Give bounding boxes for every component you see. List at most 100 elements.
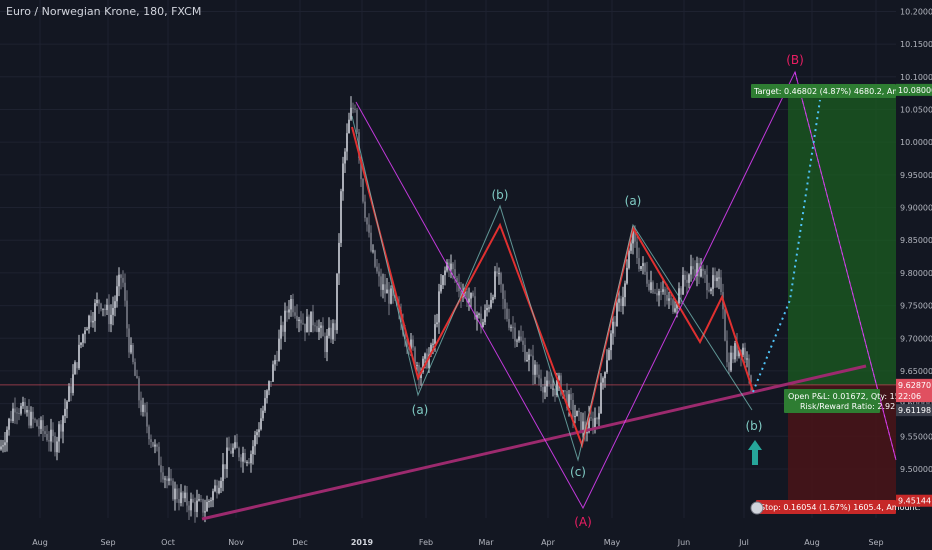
candle xyxy=(154,439,156,454)
candle-body xyxy=(70,386,72,393)
candle-body xyxy=(438,291,440,323)
candle-body xyxy=(270,381,272,383)
candle xyxy=(198,493,200,502)
candle xyxy=(236,433,238,449)
candle-body xyxy=(478,313,480,315)
candle xyxy=(10,410,12,423)
candle-body xyxy=(202,499,204,513)
candle xyxy=(70,377,72,402)
candle xyxy=(718,268,720,290)
candle-body xyxy=(476,314,478,320)
candle xyxy=(728,352,730,375)
candle-body xyxy=(602,378,604,383)
candle-body xyxy=(32,411,34,420)
target-zone xyxy=(788,89,896,385)
candle xyxy=(136,369,138,379)
candle xyxy=(616,297,618,327)
candle xyxy=(508,308,510,331)
candle xyxy=(522,330,524,352)
candle-body xyxy=(554,388,556,396)
candle xyxy=(534,360,536,385)
candle-body xyxy=(360,158,362,179)
candle xyxy=(346,123,348,161)
wave-label: (b) xyxy=(746,419,763,433)
candle-body xyxy=(276,360,278,362)
candle xyxy=(126,290,128,337)
candle xyxy=(176,484,178,503)
candle-body xyxy=(262,410,264,419)
candle xyxy=(670,292,672,306)
countdown-tag-box xyxy=(896,390,932,403)
candle xyxy=(570,387,572,410)
candle xyxy=(306,308,308,333)
candle-body xyxy=(134,362,136,376)
candle-body xyxy=(152,442,154,447)
candle-body xyxy=(516,340,518,342)
candle-body xyxy=(378,271,380,277)
candle-body xyxy=(156,444,158,447)
candle xyxy=(216,479,218,499)
candle xyxy=(524,337,526,363)
candle xyxy=(372,244,374,254)
candle xyxy=(660,282,662,301)
candle-body xyxy=(256,432,258,436)
candle xyxy=(650,270,652,294)
candle xyxy=(646,261,648,288)
candle-body xyxy=(598,413,600,420)
candle xyxy=(622,286,624,315)
candle xyxy=(516,338,518,347)
candle xyxy=(714,267,716,288)
candle xyxy=(92,311,94,328)
candle xyxy=(642,256,644,275)
candle xyxy=(444,266,446,286)
stop-label-text: Stop: 0.16054 (1.67%) 1605.4, Amount: xyxy=(760,503,920,512)
candle-body xyxy=(154,444,156,447)
candle-body xyxy=(470,292,472,299)
candle xyxy=(282,321,284,337)
candle xyxy=(604,371,606,388)
candle-body xyxy=(208,501,210,503)
candle-body xyxy=(492,297,494,301)
candle-body xyxy=(550,383,552,389)
candle xyxy=(504,290,506,320)
candle-body xyxy=(388,289,390,304)
candle xyxy=(280,315,282,350)
candle xyxy=(488,304,490,313)
candle xyxy=(502,283,504,310)
candle xyxy=(66,400,68,419)
candle-body xyxy=(292,299,294,313)
candle-body xyxy=(198,499,200,501)
candle xyxy=(692,257,694,279)
candle xyxy=(208,499,210,508)
candle-body xyxy=(38,426,40,429)
candle xyxy=(390,285,392,305)
candle xyxy=(710,287,712,295)
pnl-text: Open P&L: 0.01672, Qty: 15572 xyxy=(788,392,915,401)
candle-body xyxy=(296,315,298,321)
candle xyxy=(334,319,336,341)
candle xyxy=(18,408,20,421)
candle-body xyxy=(312,311,314,326)
candle-body xyxy=(440,284,442,292)
candle-body xyxy=(346,133,348,152)
candle-body xyxy=(490,300,492,308)
candle xyxy=(370,225,372,253)
candle xyxy=(62,415,64,444)
candle xyxy=(412,335,414,351)
candle-body xyxy=(482,322,484,328)
candle xyxy=(592,411,594,435)
candle-body xyxy=(374,250,376,267)
candle-body xyxy=(34,419,36,421)
candle xyxy=(292,293,294,317)
candle-body xyxy=(4,442,6,446)
candle-body xyxy=(684,274,686,280)
pattern-red-line xyxy=(351,126,754,449)
candle-body xyxy=(64,408,66,417)
candle-body xyxy=(372,250,374,252)
candle xyxy=(106,298,108,315)
candle-body xyxy=(206,502,208,512)
candle xyxy=(144,402,146,417)
candle xyxy=(84,326,86,344)
